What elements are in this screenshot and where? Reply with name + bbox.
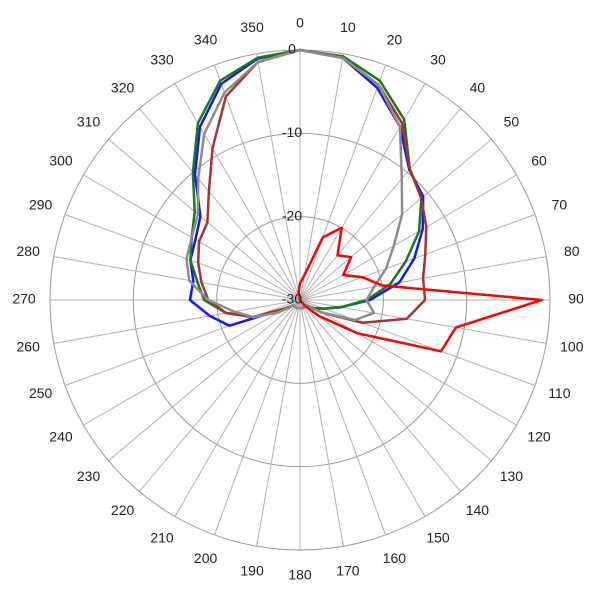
angle-tick-label: 20 — [387, 31, 403, 47]
spoke — [64, 214, 301, 301]
series-line — [185, 48, 404, 322]
angle-tick-label: 140 — [466, 502, 490, 518]
angle-tick-label: 180 — [288, 567, 312, 583]
angle-tick-label: 330 — [150, 52, 174, 68]
spoke — [214, 299, 301, 536]
angle-tick-label: 230 — [77, 468, 101, 484]
spoke — [174, 83, 301, 301]
ring — [132, 132, 468, 468]
ring — [216, 216, 384, 384]
spoke — [299, 108, 462, 301]
spoke — [138, 108, 301, 301]
angle-tick-label: 260 — [17, 339, 41, 355]
angle-tick-label: 250 — [29, 385, 53, 401]
radial-tick-label: -10 — [282, 124, 302, 140]
angle-tick-label: 120 — [527, 429, 551, 445]
spoke — [108, 299, 301, 462]
series-line — [297, 226, 543, 353]
spoke — [138, 299, 301, 492]
angle-tick-label: 310 — [77, 113, 101, 129]
spoke — [299, 214, 536, 301]
radial-tick-label: 0 — [288, 41, 296, 57]
angle-tick-label: 290 — [29, 196, 53, 212]
spoke — [53, 256, 301, 301]
spoke — [108, 138, 301, 301]
spoke — [174, 299, 301, 517]
angle-tick-label: 220 — [111, 502, 135, 518]
spoke — [299, 299, 386, 536]
angle-tick-label: 340 — [194, 31, 218, 47]
angle-tick-label: 190 — [240, 563, 264, 579]
angle-tick-label: 240 — [49, 429, 73, 445]
spoke — [299, 138, 492, 301]
spoke — [299, 64, 386, 301]
spoke — [83, 299, 301, 426]
spoke — [299, 174, 517, 301]
spoke — [256, 299, 301, 547]
angle-tick-label: 130 — [500, 468, 524, 484]
angle-tick-label: 60 — [531, 153, 547, 169]
angle-tick-label: 30 — [430, 52, 446, 68]
angle-tick-label: 40 — [470, 79, 486, 95]
angle-tick-label: 10 — [340, 19, 356, 35]
radial-tick-label: -30 — [282, 291, 302, 307]
angle-tick-label: 270 — [12, 291, 36, 307]
angle-tick-label: 150 — [426, 530, 450, 546]
angle-tick-label: 160 — [383, 550, 407, 566]
angle-tick-label: 100 — [560, 339, 584, 355]
angle-tick-label: 70 — [552, 196, 568, 212]
spoke — [214, 64, 301, 301]
angle-tick-label: 300 — [49, 153, 73, 169]
radial-tick-label: -20 — [282, 207, 302, 223]
angle-tick-label: 350 — [240, 19, 264, 35]
angle-tick-label: 210 — [150, 530, 174, 546]
angle-tick-label: 320 — [111, 79, 135, 95]
angle-tick-label: 200 — [194, 550, 218, 566]
angle-tick-label: 170 — [336, 563, 360, 579]
series-line — [189, 48, 423, 319]
spoke — [256, 53, 301, 301]
angle-tick-label: 90 — [568, 291, 584, 307]
spoke — [299, 299, 426, 517]
spoke — [299, 299, 536, 386]
spoke — [299, 299, 492, 462]
spoke — [53, 299, 301, 344]
angle-tick-label: 50 — [504, 113, 520, 129]
angle-tick-label: 110 — [548, 385, 571, 401]
angle-tick-label: 80 — [564, 243, 580, 259]
spoke — [299, 299, 517, 426]
spoke — [299, 53, 344, 301]
angle-tick-label: 280 — [17, 243, 41, 259]
angle-tick-label: 0 — [296, 15, 304, 31]
spoke — [299, 299, 462, 492]
spoke — [299, 299, 344, 547]
